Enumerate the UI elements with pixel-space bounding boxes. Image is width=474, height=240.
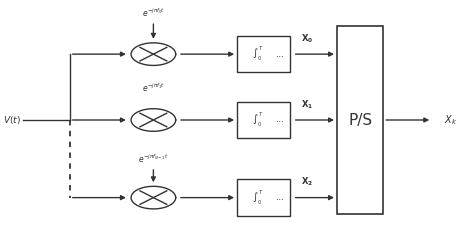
Text: $\int_0^T$: $\int_0^T$ [252,188,263,207]
Bar [337,26,383,214]
Text: $e^{-j\pi f_0 t}$: $e^{-j\pi f_0 t}$ [142,6,165,19]
Text: $X_k$: $X_k$ [444,113,457,127]
Bar [237,102,291,138]
Text: $e^{-j\pi f_{N-1} t}$: $e^{-j\pi f_{N-1} t}$ [138,152,169,165]
Bar [237,36,291,72]
Text: $e^{-j\pi f_1 t}$: $e^{-j\pi f_1 t}$ [142,82,165,94]
Text: $\int_0^T$: $\int_0^T$ [252,45,263,63]
Text: P/S: P/S [348,113,372,127]
Bar [237,179,291,216]
Text: $\cdots$: $\cdots$ [275,115,284,125]
Text: $\mathbf{X_0}$: $\mathbf{X_0}$ [301,32,313,45]
Text: $\mathbf{X_1}$: $\mathbf{X_1}$ [301,98,313,111]
Text: $\cdots$: $\cdots$ [275,193,284,202]
Text: $\int_0^T$: $\int_0^T$ [252,111,263,129]
Text: $\cdots$: $\cdots$ [275,50,284,59]
Text: $V(t)$: $V(t)$ [3,114,21,126]
Text: $\mathbf{X_2}$: $\mathbf{X_2}$ [301,176,313,188]
